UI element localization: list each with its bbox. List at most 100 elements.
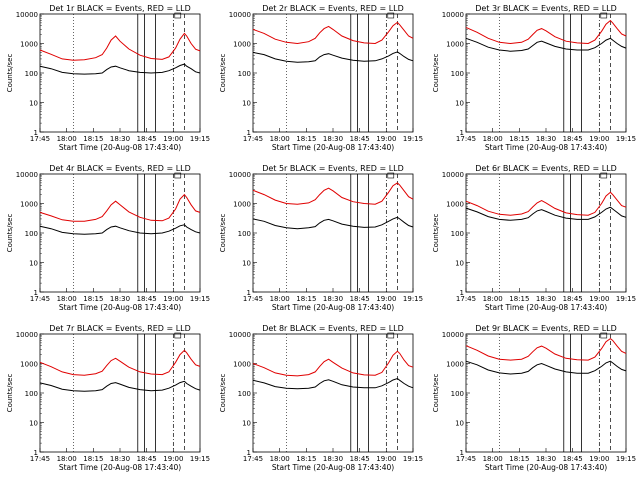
y-tick-label: 10 xyxy=(455,100,464,108)
chart-title: Det 2r BLACK = Events, RED = LLD xyxy=(262,4,404,13)
chart-title: Det 9r BLACK = Events, RED = LLD xyxy=(475,324,617,333)
y-tick-label: 1 xyxy=(460,289,464,297)
x-tick-label: 17:45 xyxy=(456,455,476,463)
x-tick-label: 17:45 xyxy=(243,135,263,143)
x-tick-label: 17:45 xyxy=(456,135,476,143)
series-red-lld xyxy=(252,350,414,377)
x-tick-label: 19:00 xyxy=(589,135,609,143)
x-tick-label: 18:30 xyxy=(323,295,343,303)
x-tick-label: 17:45 xyxy=(243,295,263,303)
x-tick-label: 18:30 xyxy=(536,295,556,303)
y-axis-label: Counts/sec xyxy=(219,54,227,93)
y-tick-label: 1000 xyxy=(446,361,464,369)
series-red-lld xyxy=(39,193,201,222)
y-tick-label: 1 xyxy=(34,449,38,457)
x-tick-label: 18:30 xyxy=(323,455,343,463)
chart-title: Det 1r BLACK = Events, RED = LLD xyxy=(49,4,191,13)
x-tick-label: 19:15 xyxy=(616,295,636,303)
x-tick-label: 19:00 xyxy=(163,135,183,143)
small-box-marker xyxy=(600,332,608,339)
y-tick-label: 1000 xyxy=(233,201,251,209)
x-tick-label: 18:30 xyxy=(110,295,130,303)
y-axis-label: Counts/sec xyxy=(6,54,14,93)
x-tick-label: 19:15 xyxy=(190,455,210,463)
x-tick-label: 18:30 xyxy=(536,135,556,143)
series-black-events xyxy=(39,224,201,235)
series-black-events xyxy=(465,206,627,221)
x-tick-label: 18:45 xyxy=(350,135,370,143)
y-tick-label: 10 xyxy=(242,420,251,428)
x-axis-label: Start Time (20-Aug-08 17:43:40) xyxy=(485,303,607,312)
series-red-lld xyxy=(465,19,627,45)
x-axis-label: Start Time (20-Aug-08 17:43:40) xyxy=(272,463,394,472)
chart-title: Det 8r BLACK = Events, RED = LLD xyxy=(262,324,404,333)
x-tick-label: 18:15 xyxy=(296,455,316,463)
chart-panel-4: Det 4r BLACK = Events, RED = LLD 1 10 100 10… xyxy=(6,164,210,312)
y-axis-label: Counts/sec xyxy=(432,374,440,413)
x-tick-label: 18:15 xyxy=(83,455,103,463)
x-axis-label: Start Time (20-Aug-08 17:43:40) xyxy=(485,463,607,472)
x-tick-label: 18:45 xyxy=(137,455,157,463)
x-tick-label: 18:45 xyxy=(137,295,157,303)
x-tick-label: 19:00 xyxy=(163,295,183,303)
small-box-marker xyxy=(387,172,395,179)
y-tick-label: 1 xyxy=(247,449,251,457)
x-tick-label: 17:45 xyxy=(30,455,50,463)
y-tick-label: 100 xyxy=(25,70,38,78)
plot-frame xyxy=(465,13,627,133)
x-tick-label: 18:15 xyxy=(296,135,316,143)
x-tick-label: 18:00 xyxy=(270,135,290,143)
x-tick-label: 18:45 xyxy=(563,135,583,143)
x-tick-label: 18:00 xyxy=(57,455,77,463)
x-tick-label: 19:00 xyxy=(376,295,396,303)
y-tick-label: 100 xyxy=(25,390,38,398)
y-tick-label: 10000 xyxy=(229,331,251,339)
small-box-marker xyxy=(387,12,395,19)
plot-frame xyxy=(39,333,201,453)
y-tick-label: 10000 xyxy=(16,11,38,19)
series-black-events xyxy=(252,377,414,390)
y-tick-label: 1 xyxy=(460,449,464,457)
x-axis-label: Start Time (20-Aug-08 17:43:40) xyxy=(59,143,181,152)
chart-title: Det 7r BLACK = Events, RED = LLD xyxy=(49,324,191,333)
y-tick-label: 100 xyxy=(238,230,251,238)
series-black-events xyxy=(465,360,627,375)
chart-title: Det 4r BLACK = Events, RED = LLD xyxy=(49,164,191,173)
x-tick-label: 18:30 xyxy=(323,135,343,143)
y-axis-label: Counts/sec xyxy=(219,374,227,413)
y-tick-label: 100 xyxy=(451,390,464,398)
x-tick-label: 19:15 xyxy=(616,455,636,463)
series-red-lld xyxy=(252,182,414,205)
y-tick-label: 1000 xyxy=(233,361,251,369)
y-tick-label: 1 xyxy=(247,129,251,137)
x-tick-label: 18:00 xyxy=(270,455,290,463)
plot-frame xyxy=(252,333,414,453)
chart-panel-2: Det 2r BLACK = Events, RED = LLD 1 10 100 10… xyxy=(219,4,423,152)
chart-title: Det 3r BLACK = Events, RED = LLD xyxy=(475,4,617,13)
plot-frame xyxy=(465,173,627,293)
y-tick-label: 1000 xyxy=(446,201,464,209)
y-tick-label: 1000 xyxy=(446,41,464,49)
x-tick-label: 19:00 xyxy=(376,135,396,143)
x-tick-label: 18:30 xyxy=(536,455,556,463)
x-axis-label: Start Time (20-Aug-08 17:43:40) xyxy=(272,303,394,312)
chart-panel-5: Det 5r BLACK = Events, RED = LLD 1 10 100 10… xyxy=(219,164,423,312)
chart-panel-6: Det 6r BLACK = Events, RED = LLD 1 10 100 10… xyxy=(432,164,636,312)
series-red-lld xyxy=(465,191,627,216)
series-black-events xyxy=(252,216,414,230)
x-tick-label: 18:00 xyxy=(483,135,503,143)
y-tick-label: 10000 xyxy=(16,331,38,339)
x-tick-label: 18:15 xyxy=(509,295,529,303)
x-tick-label: 19:00 xyxy=(589,295,609,303)
series-black-events xyxy=(252,51,414,63)
x-tick-label: 18:15 xyxy=(509,135,529,143)
y-tick-label: 100 xyxy=(238,390,251,398)
x-axis-label: Start Time (20-Aug-08 17:43:40) xyxy=(485,143,607,152)
y-tick-label: 10000 xyxy=(442,331,464,339)
chart-panel-8: Det 8r BLACK = Events, RED = LLD 1 10 100 10… xyxy=(219,324,423,472)
x-tick-label: 18:45 xyxy=(137,135,157,143)
x-tick-label: 18:00 xyxy=(57,135,77,143)
x-tick-label: 17:45 xyxy=(243,455,263,463)
chart-panel-7: Det 7r BLACK = Events, RED = LLD 1 10 100 10… xyxy=(6,324,210,472)
y-tick-label: 10000 xyxy=(442,11,464,19)
